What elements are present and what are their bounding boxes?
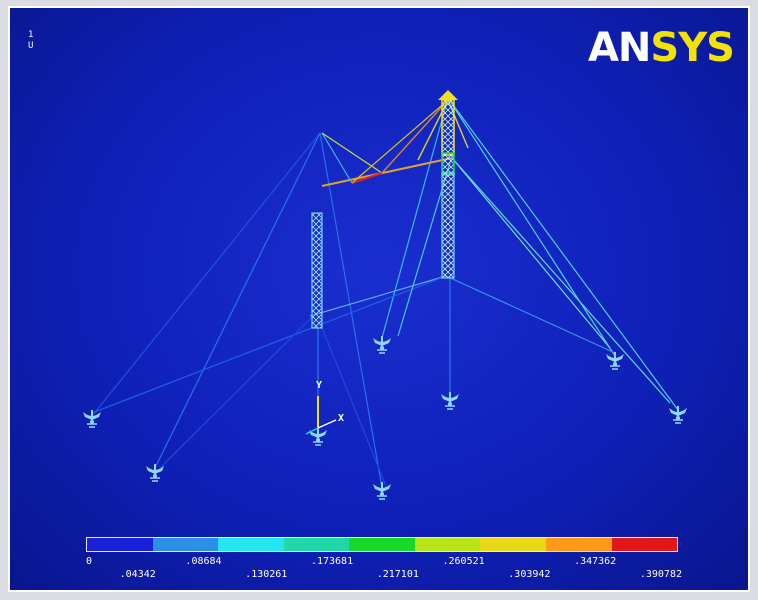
legend-segment [545,538,612,551]
triad-y-label: Y [316,380,323,391]
legend-segment [87,538,153,551]
structure-model [82,90,688,500]
graphics-viewport[interactable]: 1 U ANSYS [8,6,750,592]
legend-value-label: .04342 [119,569,156,580]
legend-value-label: .217101 [376,569,419,580]
legend-value-label: .390782 [639,569,682,580]
axis-triad [305,396,337,435]
logo-an: AN [587,25,651,71]
logo-sys: SYS [650,25,735,71]
legend-segment [414,538,481,551]
legend-segment [480,538,546,551]
contour-legend-bar [86,537,678,552]
secondary-mast [311,212,323,329]
legend-segment [349,538,415,551]
window-index: 1 U [28,30,33,52]
legend-segment [218,538,284,551]
boom-assembly [321,99,469,187]
legend-segment [611,538,678,551]
triad-x-label: X [338,413,345,424]
main-mast [438,90,458,279]
support-symbols [82,335,688,500]
legend-value-label: .130261 [245,569,288,580]
legend-value-label: .260521 [442,556,485,567]
legend-value-label: .303942 [508,569,551,580]
legend-segment [152,538,219,551]
legend-segment [283,538,350,551]
legend-value-label: .347362 [574,556,617,567]
ansys-logo: ANSYS [587,25,735,71]
legend-value-label: .173681 [310,556,354,567]
legend-value-label: .08684 [185,556,222,567]
window-number: 1 [28,30,34,40]
legend-value-label: 0 [86,556,93,567]
result-type-label: U [28,41,34,51]
guy-wires [91,97,679,489]
